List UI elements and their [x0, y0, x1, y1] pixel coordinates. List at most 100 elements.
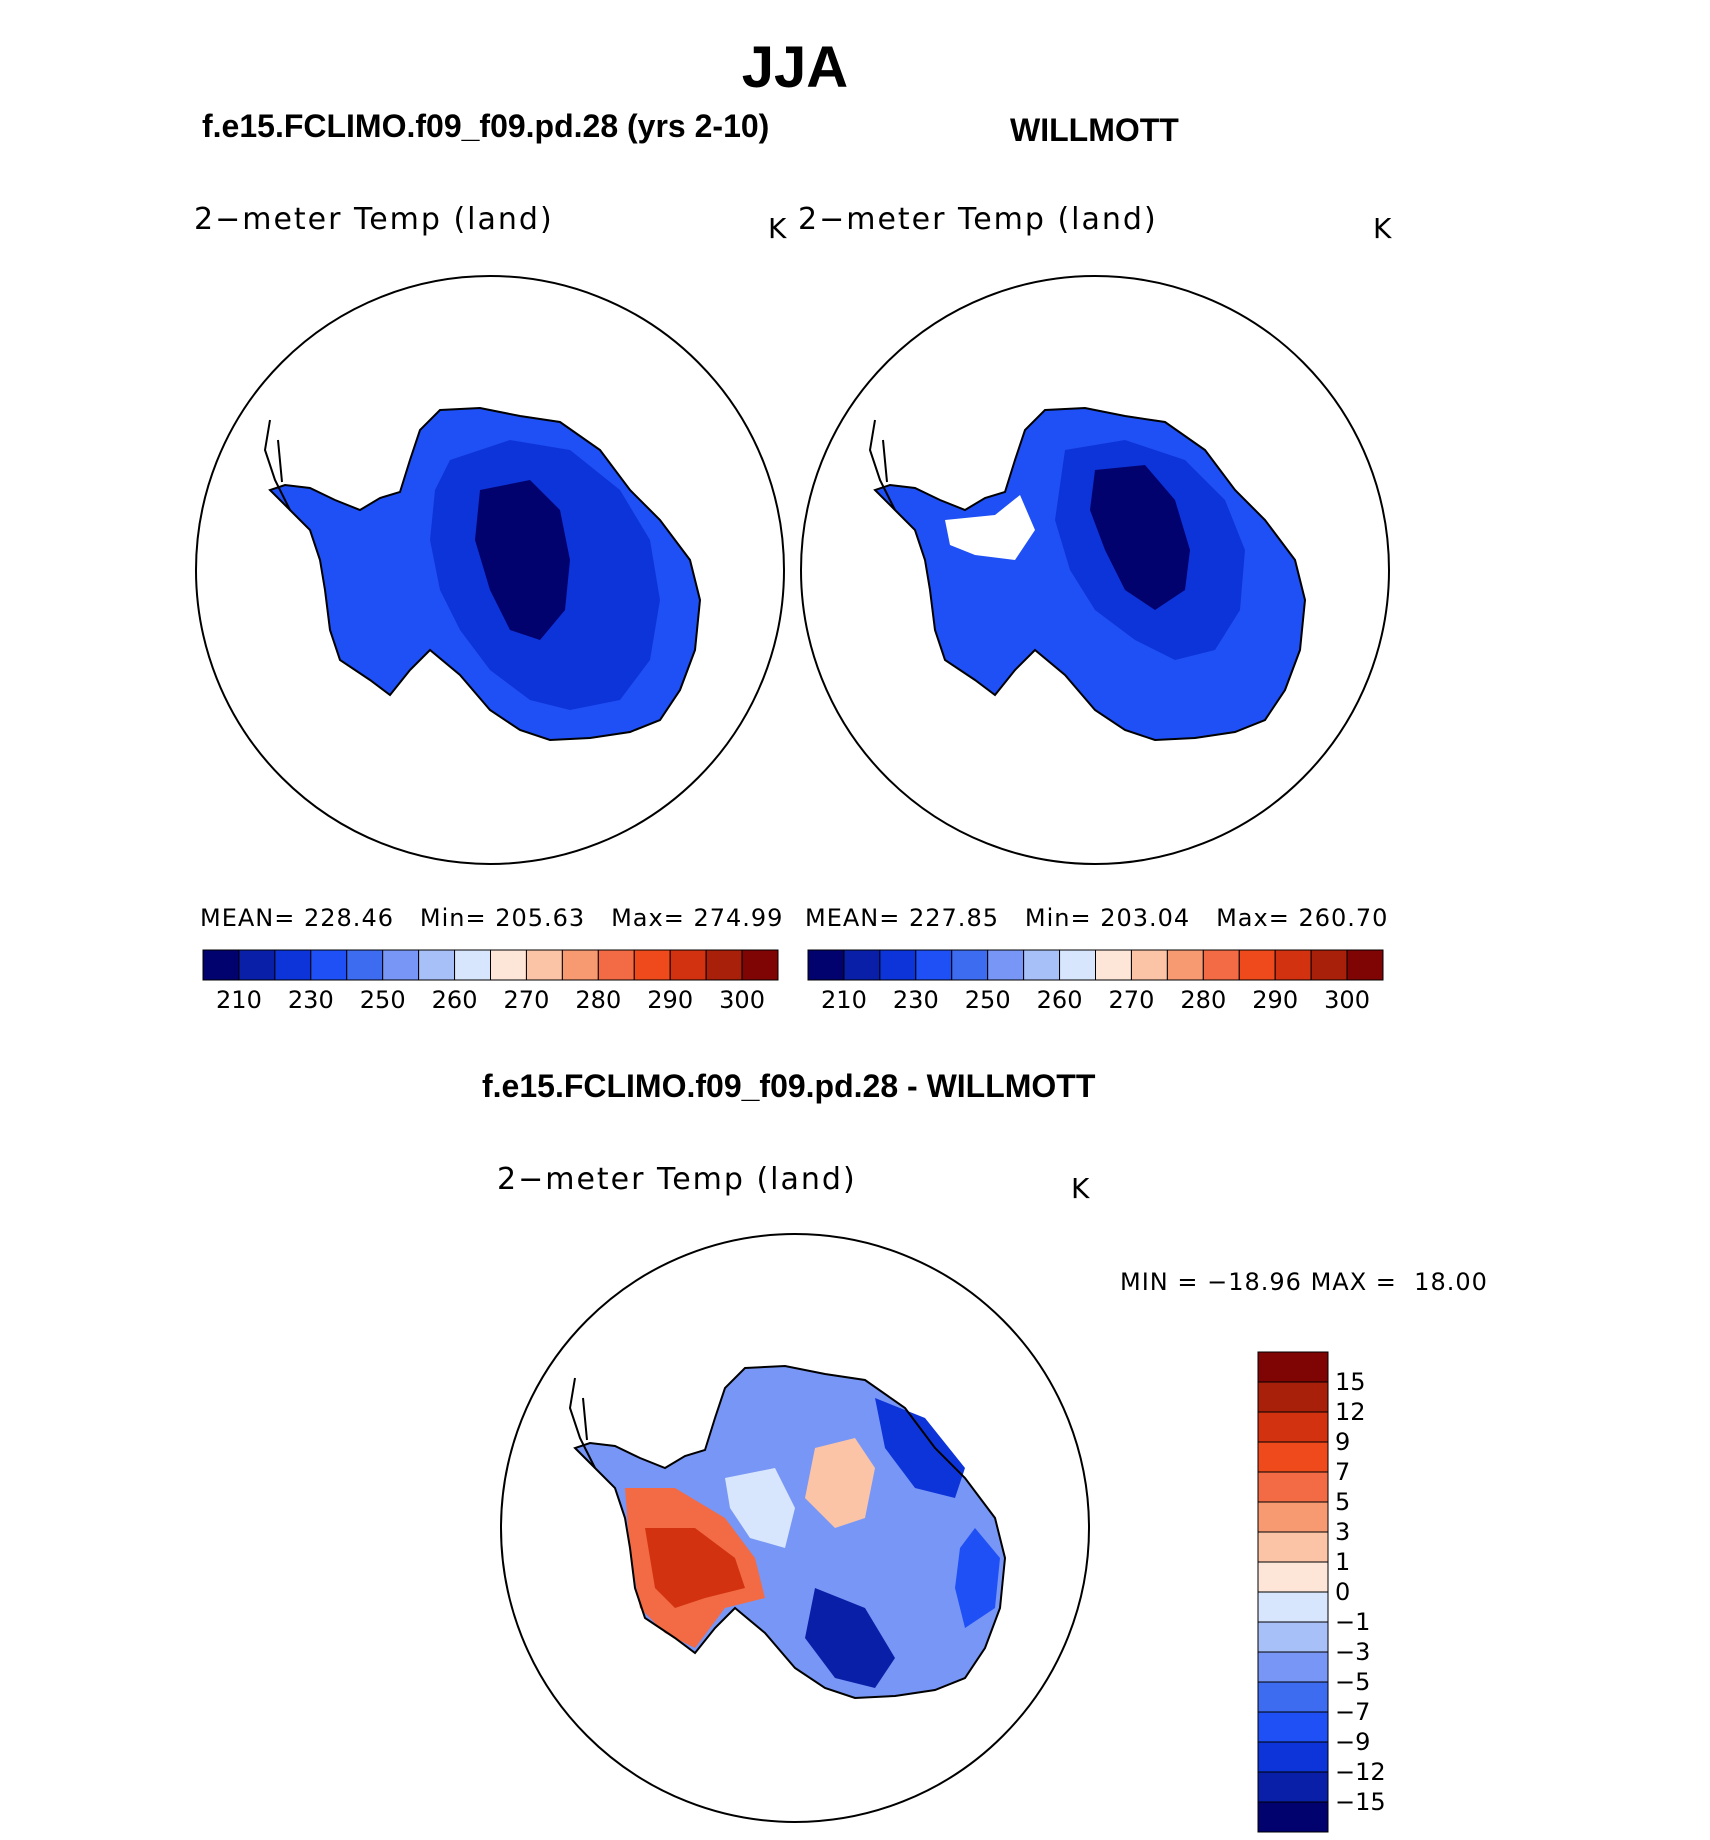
colorbar-tick-label: −5: [1335, 1668, 1371, 1696]
colorbar-tick-label: 250: [964, 986, 1011, 1014]
difference-variable-label: 2−meter Temp (land): [497, 1162, 857, 1197]
colorbar-tick-label: 290: [1252, 986, 1299, 1014]
colorbar-tick-label: 0: [1335, 1578, 1351, 1606]
panel-2-case-title: WILLMOTT: [1010, 112, 1179, 148]
colorbar-tick-label: 300: [719, 986, 765, 1014]
colorbar-tick-label: 7: [1335, 1458, 1351, 1486]
antarctica-core-fill: [475, 480, 570, 640]
colorbar-swatch: [633, 949, 671, 981]
panel-2-units: K: [1373, 212, 1392, 245]
colorbar-swatch: [669, 949, 707, 981]
panel-2-colorbar: [807, 949, 1384, 981]
colorbar-swatch: [807, 949, 845, 981]
colorbar-swatch: [705, 949, 743, 981]
max-label: Max=: [611, 904, 685, 932]
panel-1-case-title: f.e15.FCLIMO.f09_f09.pd.28 (yrs 2-10): [202, 108, 770, 144]
colorbar-tick-label: 230: [892, 986, 939, 1014]
min-label: Min=: [419, 904, 487, 932]
colorbar-swatch: [987, 949, 1025, 981]
colorbar-swatch: [490, 949, 527, 981]
colorbar-tick-label: −1: [1335, 1608, 1371, 1636]
colorbar-swatch: [1257, 1501, 1329, 1533]
panel-2-variable-label: 2−meter Temp (land): [798, 202, 1158, 237]
colorbar-swatch: [1257, 1741, 1329, 1773]
mean-value: 228.46: [304, 904, 394, 932]
difference-colorbar-ticks: 15 12 9 7 5 3 1 0 −1 −3 −5 −7 −9 −12 −15: [1335, 1352, 1415, 1832]
colorbar-swatch: [1257, 1411, 1329, 1443]
colorbar-tick-label: −15: [1335, 1788, 1386, 1816]
colorbar-swatch: [597, 949, 635, 981]
colorbar-tick-label: −12: [1335, 1758, 1386, 1786]
coastline: [268, 406, 702, 742]
peninsula-coastline: [868, 419, 896, 511]
colorbar-swatch: [951, 949, 989, 981]
colorbar-tick-label: 210: [216, 986, 262, 1014]
colorbar-tick-label: 15: [1335, 1368, 1366, 1396]
mean-label: MEAN=: [805, 904, 901, 932]
colorbar-swatch: [879, 949, 917, 981]
colorbar-swatch: [1257, 1591, 1329, 1623]
difference-units: K: [1071, 1172, 1090, 1205]
cold-anomaly-east: [875, 1398, 965, 1498]
difference-map: [500, 1233, 1090, 1823]
colorbar-tick-label: 1: [1335, 1548, 1351, 1576]
colorbar-tick-label: 230: [287, 986, 334, 1014]
colorbar-tick-label: 210: [821, 986, 867, 1014]
colorbar-swatch: [202, 949, 240, 981]
colorbar-swatch: [1095, 949, 1132, 981]
difference-colorbar: [1257, 1351, 1329, 1833]
antarctica-core-fill: [1090, 465, 1190, 610]
min-value: 203.04: [1100, 904, 1191, 932]
colorbar-swatch: [274, 949, 312, 981]
colorbar-swatch: [418, 949, 456, 981]
peninsula-coastline: [568, 1377, 596, 1469]
colorbar-swatch: [382, 949, 420, 981]
figure-title: JJA: [741, 35, 849, 100]
colorbar-swatch: [310, 949, 348, 981]
colorbar-tick-label: 9: [1335, 1428, 1351, 1456]
colorbar-swatch: [1257, 1531, 1329, 1563]
cold-anomaly-coast: [955, 1528, 1000, 1628]
colorbar-swatch: [1238, 949, 1276, 981]
colorbar-tick-label: 290: [647, 986, 694, 1014]
min-value: −18.96: [1207, 1268, 1302, 1296]
colorbar-swatch: [1257, 1381, 1329, 1413]
max-label: MAX =: [1310, 1268, 1397, 1296]
min-label: MIN =: [1120, 1268, 1199, 1296]
colorbar-swatch: [1023, 949, 1061, 981]
colorbar-swatch: [346, 949, 384, 981]
coastline: [873, 406, 1307, 742]
colorbar-swatch: [1202, 949, 1240, 981]
warm-anomaly-interior: [805, 1438, 875, 1528]
mean-label: MEAN=: [200, 904, 296, 932]
colorbar-swatch: [1257, 1351, 1329, 1383]
panel-1-colorbar: [202, 949, 779, 981]
colorbar-swatch: [1166, 949, 1204, 981]
colorbar-tick-label: 280: [1180, 986, 1227, 1014]
panel-2-stats: MEAN= 227.85 Min= 203.04 Max= 260.70: [805, 904, 1388, 932]
colorbar-tick-label: −7: [1335, 1698, 1371, 1726]
max-value: 18.00: [1414, 1268, 1488, 1296]
colorbar-tick-label: 270: [503, 986, 550, 1014]
mean-value: 227.85: [909, 904, 999, 932]
peninsula-coastline: [263, 419, 291, 511]
colorbar-tick-label: 5: [1335, 1488, 1351, 1516]
colorbar-tick-label: 3: [1335, 1518, 1351, 1546]
colorbar-tick-label: 300: [1324, 986, 1370, 1014]
min-value: 205.63: [495, 904, 586, 932]
panel-1-units: K: [768, 212, 787, 245]
panel-2-colorbar-ticks: 210 230 250 260 270 280 290 300: [808, 986, 1383, 1016]
colorbar-tick-label: 260: [1036, 986, 1083, 1014]
colorbar-swatch: [915, 949, 953, 981]
colorbar-swatch: [843, 949, 881, 981]
colorbar-tick-label: 260: [431, 986, 478, 1014]
colorbar-swatch: [1310, 949, 1348, 981]
panel-2-map: [800, 275, 1390, 865]
colorbar-swatch: [1346, 949, 1384, 981]
max-label: Max=: [1216, 904, 1290, 932]
colorbar-swatch: [1257, 1801, 1329, 1833]
colorbar-swatch: [1257, 1681, 1329, 1713]
colorbar-tick-label: 250: [359, 986, 406, 1014]
max-value: 274.99: [693, 904, 784, 932]
colorbar-swatch: [1257, 1771, 1329, 1803]
